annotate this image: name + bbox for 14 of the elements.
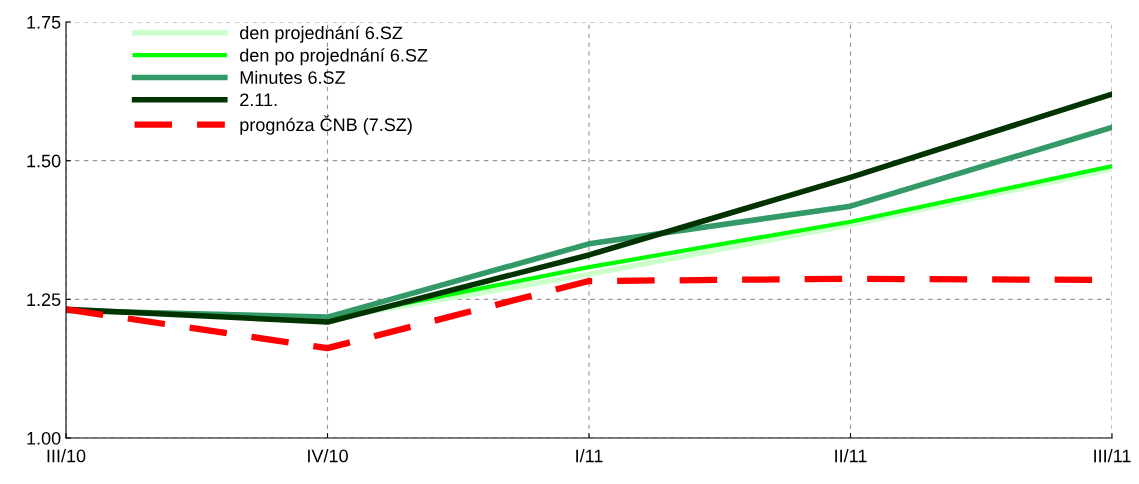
legend-label: prognóza ČNB (7.SZ) xyxy=(240,115,412,135)
y-tick-label: 1.00 xyxy=(27,431,61,445)
y-tick-label: 1.50 xyxy=(27,154,61,168)
legend-label: Minutes 6.SZ xyxy=(240,70,346,84)
x-tick-label: II/11 xyxy=(835,449,867,463)
x-tick-label: I/11 xyxy=(576,449,603,463)
legend-label: den projednání 6.SZ xyxy=(240,25,403,43)
x-tick-label: IV/10 xyxy=(308,449,348,463)
x-tick-label: III/11 xyxy=(1094,449,1131,463)
y-tick-label: 1.75 xyxy=(27,16,61,29)
legend-label: 2.11. xyxy=(240,93,277,107)
legend-label: den po projednání 6.SZ xyxy=(240,48,428,66)
y-tick-label: 1.25 xyxy=(27,293,61,307)
x-tick-label: III/10 xyxy=(47,449,86,463)
